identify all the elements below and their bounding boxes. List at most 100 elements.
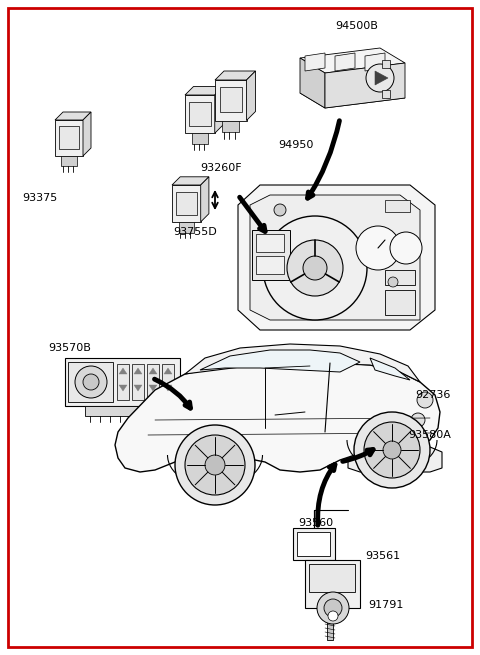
Circle shape [185,435,245,495]
Circle shape [175,425,255,505]
Bar [256,234,284,252]
Polygon shape [61,156,77,166]
Polygon shape [55,120,83,156]
Bar [362,450,417,468]
Circle shape [364,422,420,478]
Circle shape [366,64,394,92]
Polygon shape [134,368,142,374]
Bar [297,532,330,556]
Text: 93260F: 93260F [200,163,241,173]
Polygon shape [149,368,157,374]
Polygon shape [119,385,127,391]
Polygon shape [215,80,247,121]
Polygon shape [149,385,157,391]
Polygon shape [300,58,325,108]
Text: 93560: 93560 [298,518,333,528]
Polygon shape [250,195,420,320]
Text: 94500B: 94500B [335,21,378,31]
Circle shape [383,441,401,459]
Circle shape [390,232,422,264]
Bar [65,358,180,406]
Polygon shape [300,83,405,108]
Circle shape [411,413,425,427]
Circle shape [303,256,327,280]
Circle shape [328,611,338,621]
Polygon shape [179,222,194,233]
Bar [305,560,360,608]
Bar [256,256,284,274]
Text: 93755D: 93755D [173,227,217,237]
Bar [219,87,242,113]
Circle shape [205,455,225,475]
Polygon shape [375,71,388,85]
Polygon shape [172,185,201,222]
Circle shape [322,606,338,622]
Bar [293,528,335,560]
Text: 92736: 92736 [415,390,450,400]
Polygon shape [119,368,127,374]
Bar [147,364,159,400]
Polygon shape [164,385,172,391]
Polygon shape [300,48,405,73]
Bar [309,564,355,592]
Polygon shape [185,86,223,95]
Polygon shape [201,177,209,222]
Circle shape [356,226,400,270]
Polygon shape [215,86,223,133]
Circle shape [317,592,349,624]
Bar [162,364,174,400]
Circle shape [388,277,398,287]
Bar [363,452,385,466]
Bar [385,270,415,285]
Bar [327,622,333,640]
Polygon shape [370,358,410,380]
Polygon shape [365,53,385,71]
Polygon shape [83,112,91,156]
Bar [385,290,415,315]
Circle shape [354,412,430,488]
Bar [391,452,413,466]
Polygon shape [215,71,255,80]
Text: 93561: 93561 [365,551,400,561]
Polygon shape [185,344,420,382]
Text: 93580A: 93580A [408,430,451,440]
Polygon shape [134,385,142,391]
Bar [189,102,211,126]
Polygon shape [200,350,360,372]
Circle shape [83,374,99,390]
Bar [68,362,113,402]
Text: 94950: 94950 [278,140,313,150]
Bar [382,60,390,68]
Polygon shape [185,95,215,133]
Polygon shape [247,71,255,121]
Polygon shape [348,445,442,472]
Circle shape [274,204,286,216]
Text: 93375: 93375 [22,193,57,203]
Circle shape [417,392,433,408]
Polygon shape [164,368,172,374]
Bar [176,191,197,215]
Polygon shape [325,63,405,108]
Polygon shape [335,53,355,71]
Bar [59,126,79,149]
Bar [252,230,290,280]
Text: 93570B: 93570B [48,343,91,353]
Text: 91791: 91791 [368,600,403,610]
Circle shape [287,240,343,296]
Circle shape [324,599,342,617]
Polygon shape [222,121,240,132]
Polygon shape [238,185,435,330]
Bar [132,364,144,400]
Bar [85,406,155,416]
Bar [385,200,410,212]
Bar [382,90,390,98]
Polygon shape [172,177,209,185]
Polygon shape [55,112,91,120]
Circle shape [263,216,367,320]
Circle shape [75,366,107,398]
Polygon shape [115,362,440,472]
Circle shape [406,408,430,432]
Bar [117,364,129,400]
Polygon shape [305,53,325,71]
Bar [414,432,422,446]
